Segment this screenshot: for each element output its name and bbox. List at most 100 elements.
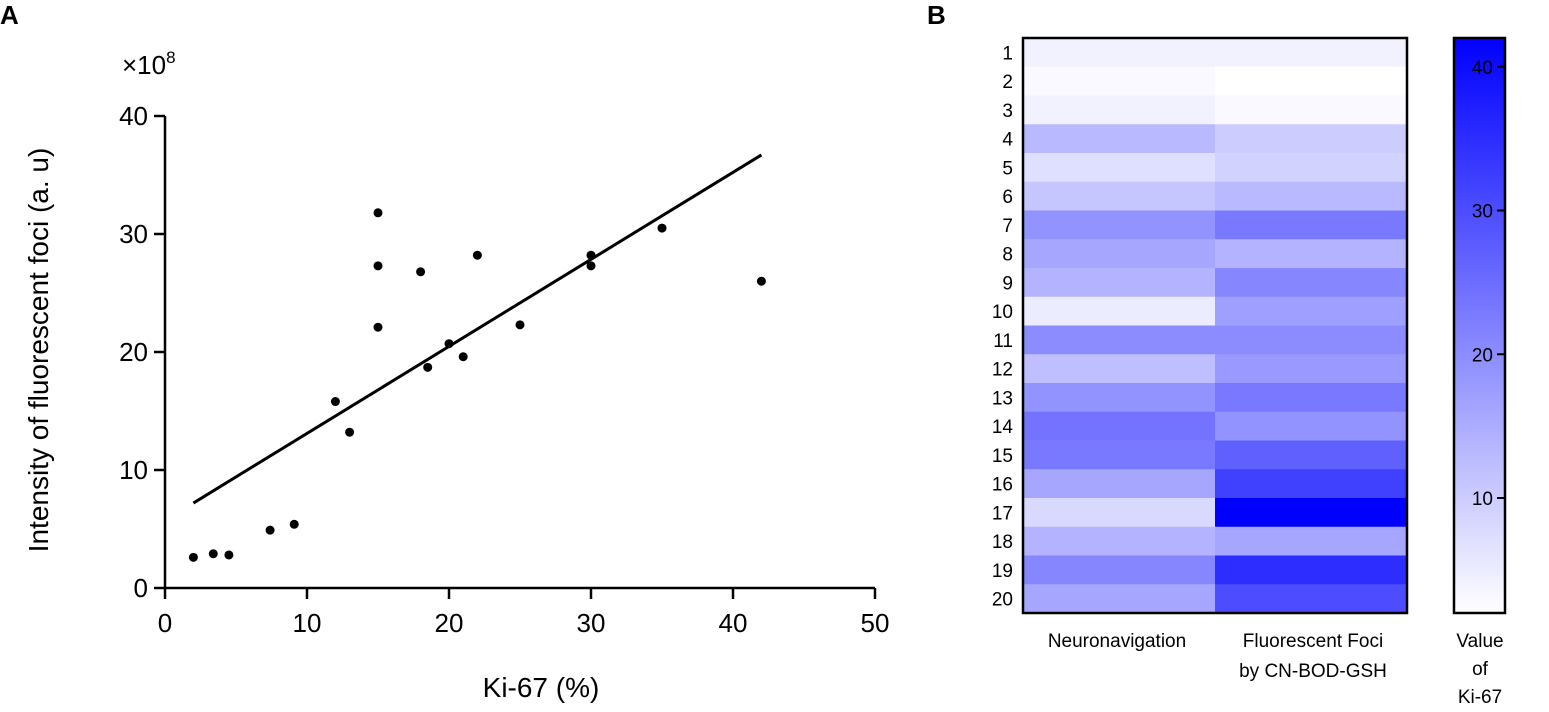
data-point xyxy=(224,550,234,560)
heatmap-cell xyxy=(1023,325,1216,355)
heatmap-cell xyxy=(1215,66,1408,96)
row-label: 3 xyxy=(1002,101,1013,122)
colorbar-title-line3: Ki-67 xyxy=(1458,687,1502,708)
x-tick-label: 40 xyxy=(719,608,748,638)
fit-line xyxy=(192,153,763,505)
x-tick-label: 10 xyxy=(293,608,322,638)
data-point xyxy=(586,261,596,271)
data-point xyxy=(188,552,198,562)
x-tick-label: 20 xyxy=(435,608,464,638)
y-tick-label: 20 xyxy=(119,337,148,367)
fit-line-group xyxy=(192,153,763,505)
row-label: 7 xyxy=(1002,216,1013,237)
heatmap-cell xyxy=(1023,66,1216,96)
data-point xyxy=(444,339,454,349)
data-points xyxy=(188,208,766,562)
heatmap-cell xyxy=(1215,584,1408,614)
heatmap-cell xyxy=(1023,268,1216,298)
heatmap-cell xyxy=(1023,526,1216,556)
row-label: 6 xyxy=(1002,187,1013,208)
row-label: 17 xyxy=(992,503,1013,524)
y-ticks: 0 10 20 30 40 xyxy=(119,101,165,603)
heatmap-cell xyxy=(1023,555,1216,585)
data-point xyxy=(472,250,482,260)
heatmap-cell xyxy=(1023,383,1216,413)
panel-label-b: B xyxy=(927,0,946,30)
heatmap-cell xyxy=(1215,354,1408,384)
data-point xyxy=(345,427,355,437)
row-label: 18 xyxy=(992,532,1013,553)
y-multiplier-base: ×10 xyxy=(122,50,166,80)
row-label: 4 xyxy=(1002,130,1013,151)
scatter-plot: ×108 0 10 20 30 40 0 10 20 30 40 50 Ki-67 (%) Int… xyxy=(23,48,889,703)
heatmap-cell xyxy=(1215,526,1408,556)
column-label-neuronavigation: Neuronavigation xyxy=(1048,631,1186,652)
y-axis-title: Intensity of fluorescent foci (a. u) xyxy=(23,148,54,553)
row-label: 20 xyxy=(992,590,1013,611)
data-point xyxy=(373,261,383,271)
y-multiplier-label: ×108 xyxy=(122,48,176,80)
data-point xyxy=(586,250,596,260)
data-point xyxy=(657,223,667,233)
heatmap-cell xyxy=(1215,383,1408,413)
heatmap-cell xyxy=(1215,153,1408,183)
data-point xyxy=(373,208,383,218)
panel-label-a: A xyxy=(0,0,19,30)
row-label: 2 xyxy=(1002,72,1013,93)
column-label-fluorescent-foci: Fluorescent Foci xyxy=(1243,631,1383,652)
heatmap-cell xyxy=(1023,469,1216,499)
heatmap-cell xyxy=(1215,325,1408,355)
y-tick-label: 30 xyxy=(119,219,148,249)
row-label: 14 xyxy=(992,417,1014,438)
data-point xyxy=(515,320,525,330)
colorbar-tick-label: 10 xyxy=(1472,489,1493,510)
column-label-fluorescent-foci-line2: by CN-BOD-GSH xyxy=(1239,661,1387,682)
data-point xyxy=(330,397,340,407)
heatmap-cell xyxy=(1023,411,1216,441)
colorbar-tick-label: 20 xyxy=(1472,345,1493,366)
colorbar-tick-label: 30 xyxy=(1472,202,1493,223)
data-point xyxy=(458,352,468,362)
colorbar-ticks: 10 20 30 40 xyxy=(1472,58,1505,510)
heatmap-cell xyxy=(1023,181,1216,211)
heatmap-cell xyxy=(1023,210,1216,240)
heatmap-cell xyxy=(1215,411,1408,441)
row-label: 9 xyxy=(1002,273,1013,294)
heatmap-cell xyxy=(1215,296,1408,326)
heatmap-cell xyxy=(1215,95,1408,125)
heatmap-border xyxy=(1021,36,1409,615)
heatmap-cell xyxy=(1023,354,1216,384)
y-tick-label: 40 xyxy=(119,101,148,131)
heatmap-cell xyxy=(1215,181,1408,211)
data-point xyxy=(423,362,433,372)
heatmap-cell xyxy=(1215,469,1408,499)
y-tick-label: 10 xyxy=(119,455,148,485)
data-point xyxy=(265,525,275,535)
heatmap-cell xyxy=(1215,124,1408,154)
heatmap-cell xyxy=(1215,555,1408,585)
x-tick-label: 0 xyxy=(158,608,172,638)
row-label: 1 xyxy=(1002,43,1013,64)
data-point xyxy=(416,267,426,277)
data-point xyxy=(208,549,218,559)
heatmap-cell xyxy=(1023,38,1216,68)
heatmap-cell xyxy=(1023,124,1216,154)
x-tick-label: 30 xyxy=(577,608,606,638)
heatmap-cell xyxy=(1215,440,1408,470)
x-ticks: 0 10 20 30 40 50 xyxy=(158,588,890,638)
row-label: 16 xyxy=(992,475,1013,496)
x-tick-label: 50 xyxy=(861,608,890,638)
heatmap-cell xyxy=(1023,296,1216,326)
data-point xyxy=(756,276,766,286)
row-label: 11 xyxy=(993,331,1013,352)
row-label: 15 xyxy=(992,446,1013,467)
colorbar-title-line1: Value xyxy=(1456,631,1503,652)
row-label: 8 xyxy=(1002,245,1013,266)
heatmap-cell xyxy=(1215,210,1408,240)
row-label: 5 xyxy=(1002,158,1013,179)
heatmap-cell xyxy=(1215,268,1408,298)
data-point xyxy=(373,322,383,332)
